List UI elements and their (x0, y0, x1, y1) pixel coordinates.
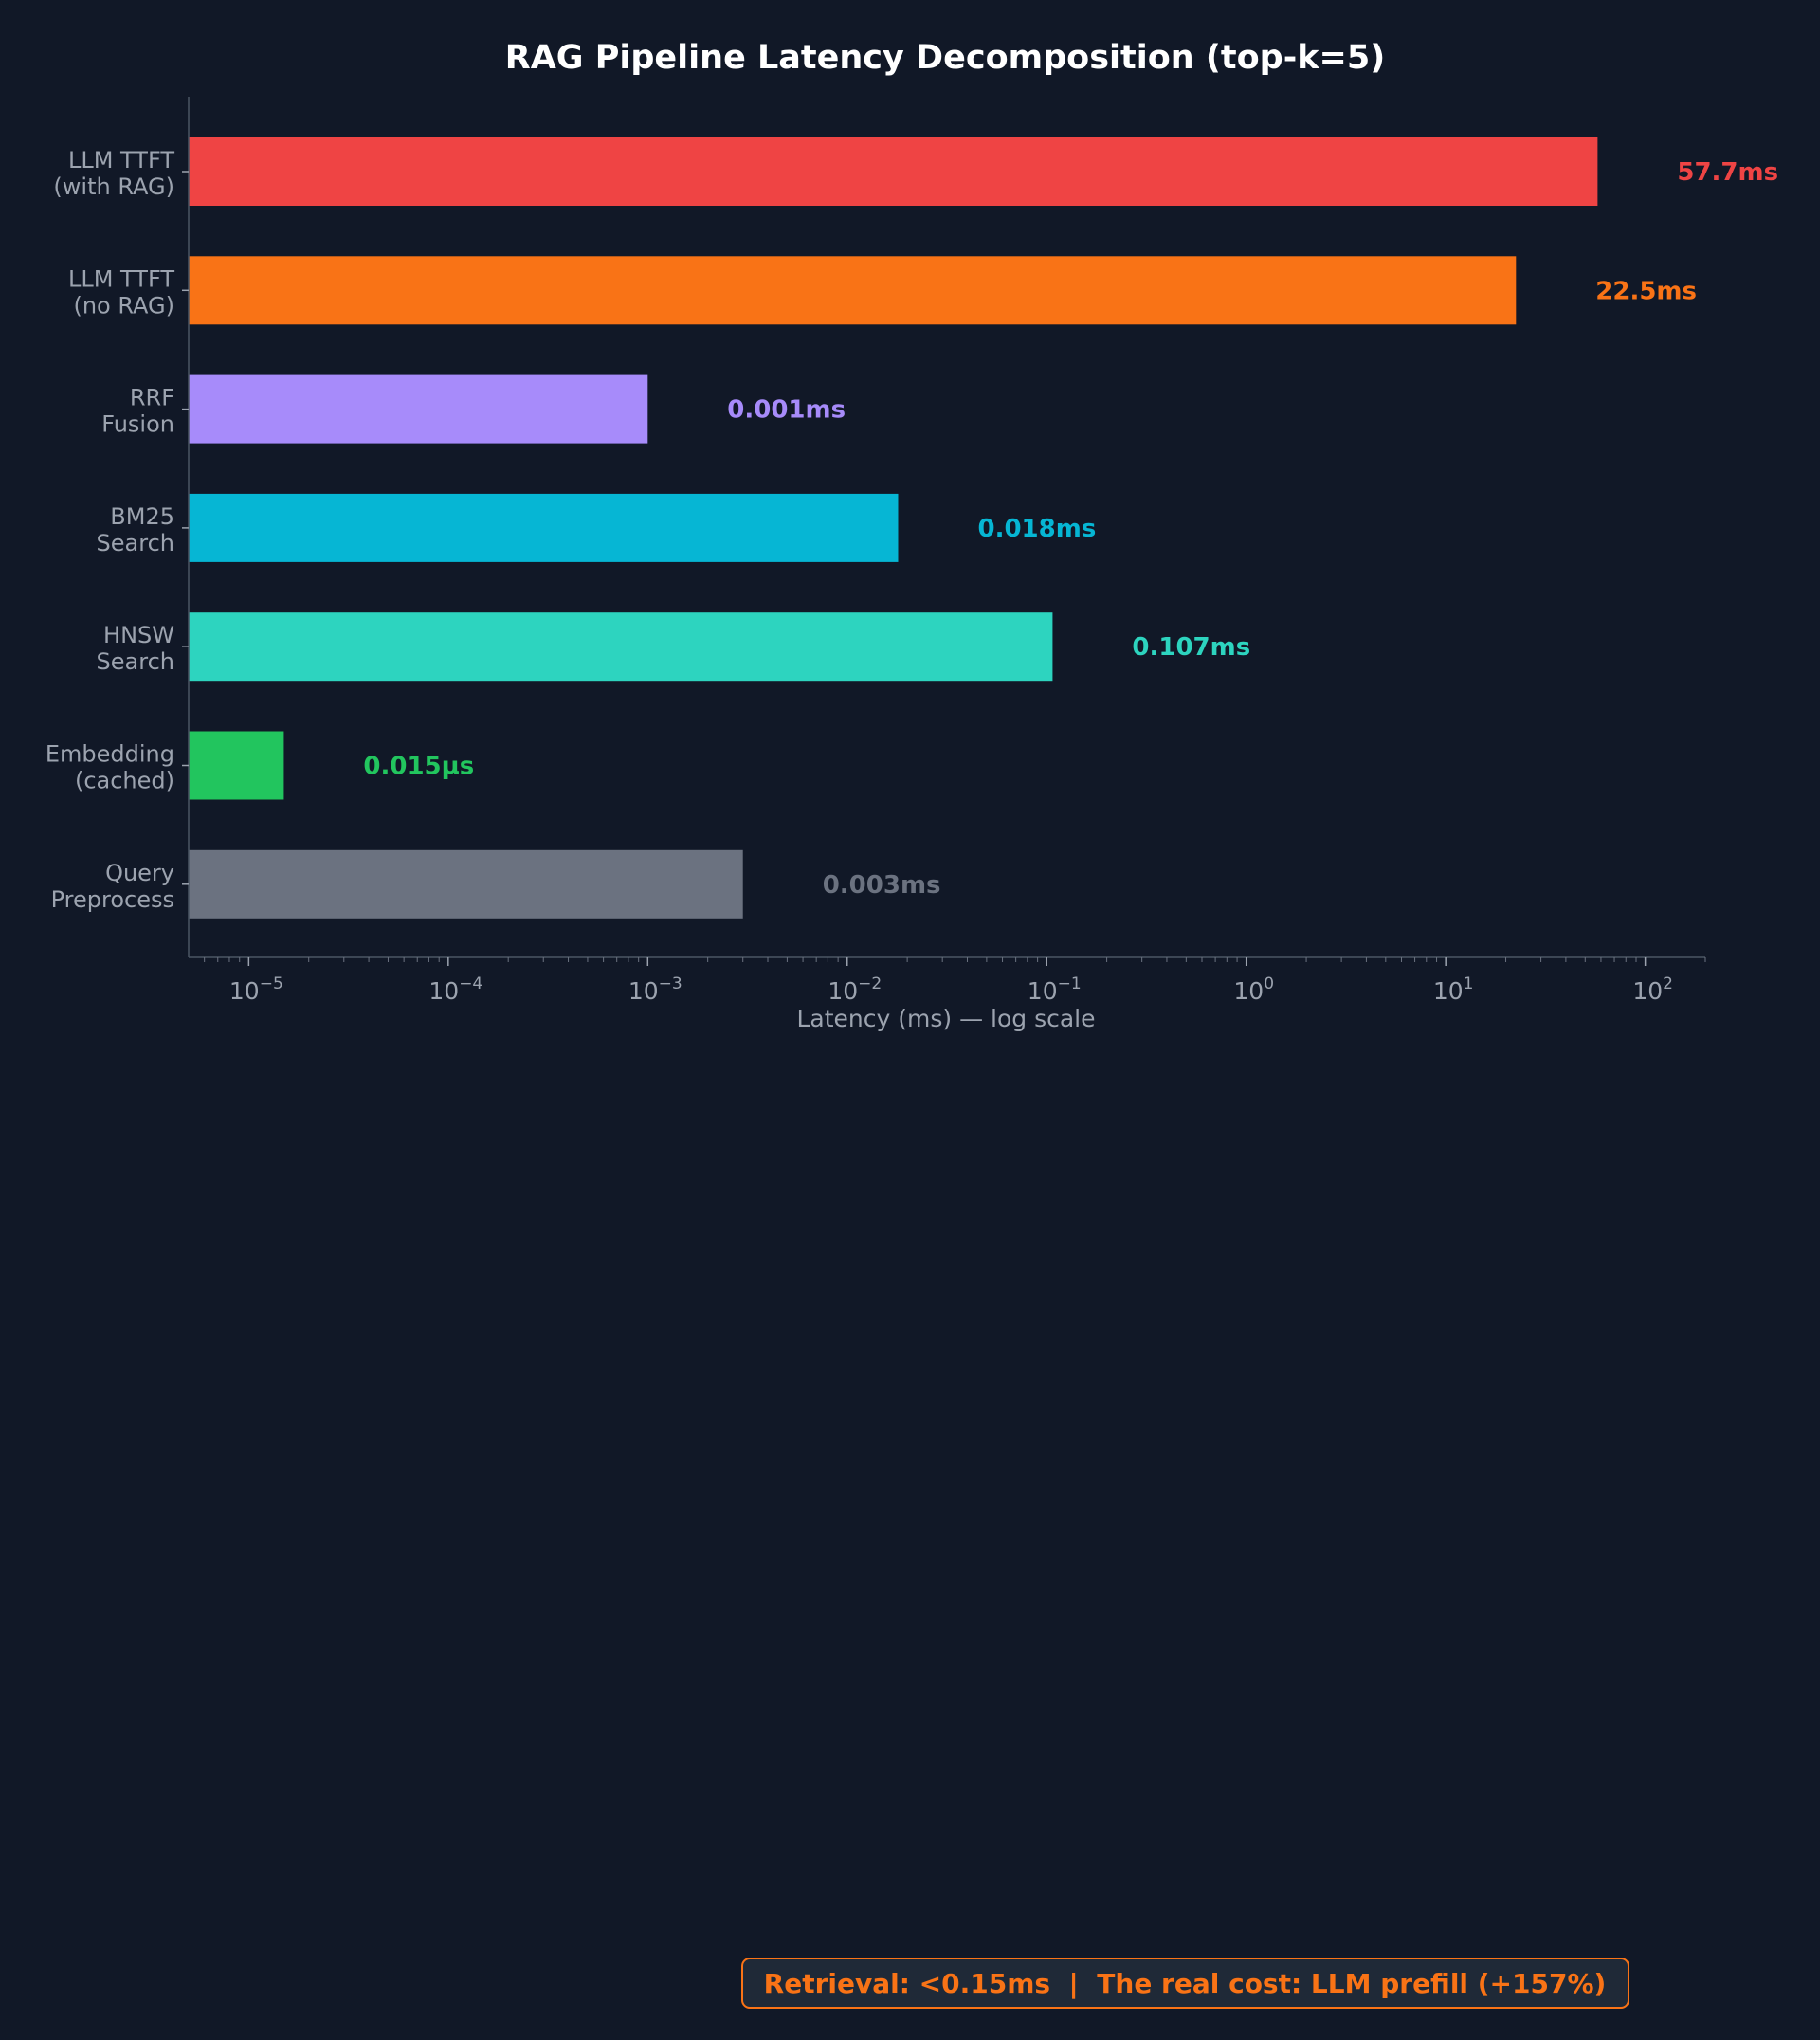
value-label: 0.015µs (363, 753, 474, 781)
category-label: RRF Fusion (101, 385, 174, 438)
tick-label: 10−1 (1028, 974, 1082, 1005)
tick-label: 10−3 (628, 974, 682, 1005)
value-label: 57.7ms (1677, 158, 1778, 187)
bar (189, 849, 743, 919)
value-label: 0.003ms (823, 871, 941, 900)
x-axis: LLM TTFT (with RAG) LLM TTFT (no RAG) RRF Fus… (46, 97, 1706, 1005)
category-label: LLM TTFT (no RAG) (68, 265, 174, 319)
footer-box (741, 1958, 1629, 2009)
bars-group: 57.7ms 22.5ms 0.001ms 0.018ms 0.107ms 0.015µs… (189, 137, 1778, 919)
tick-label: 102 (1632, 974, 1673, 1005)
x-axis-label: Latency (ms) — log scale (796, 1005, 1095, 1032)
category-label: LLM TTFT (with RAG) (53, 147, 174, 200)
tick-label: 100 (1233, 974, 1274, 1005)
tick-label: 10−4 (428, 974, 482, 1005)
bar (189, 374, 648, 444)
bar (189, 731, 284, 800)
chart-title: RAG Pipeline Latency Decomposition (top-… (505, 39, 1385, 77)
category-label: Embedding (cached) (46, 741, 174, 794)
value-label: 0.107ms (1132, 633, 1250, 662)
tick-label: 10−5 (229, 974, 283, 1005)
bar (189, 137, 1598, 206)
category-label: HNSW Search (97, 622, 174, 675)
footer-text: Retrieval: <0.15ms | The real cost: LLM … (764, 1968, 1607, 1999)
value-label: 0.001ms (727, 396, 846, 425)
footer-annotation: Retrieval: <0.15ms | The real cost: LLM … (741, 1958, 1629, 2009)
category-label: Query Preprocess (51, 860, 174, 913)
bar (189, 612, 1053, 682)
tick-label: 101 (1433, 974, 1474, 1005)
value-label: 22.5ms (1595, 277, 1697, 305)
category-label: BM25 Search (97, 503, 174, 556)
tick-label: 10−2 (828, 974, 882, 1005)
bar (189, 256, 1517, 325)
bar (189, 493, 899, 562)
value-label: 0.018ms (977, 515, 1096, 543)
